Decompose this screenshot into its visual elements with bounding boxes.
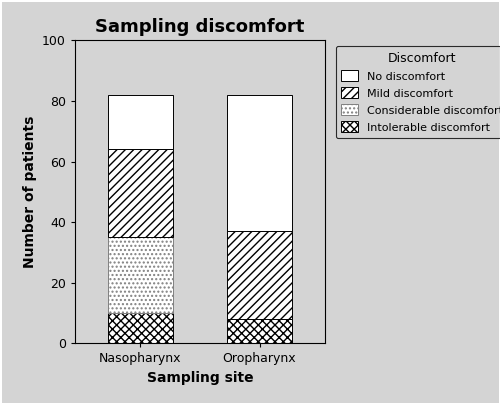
Bar bbox=[227, 95, 292, 231]
Bar bbox=[227, 231, 292, 319]
Bar bbox=[108, 237, 173, 313]
Legend: No discomfort, Mild discomfort, Considerable discomfort, Intolerable discomfort: No discomfort, Mild discomfort, Consider… bbox=[336, 46, 500, 138]
Bar bbox=[108, 313, 173, 343]
Bar bbox=[227, 319, 292, 343]
Bar bbox=[108, 95, 173, 149]
Title: Sampling discomfort: Sampling discomfort bbox=[96, 18, 304, 36]
Bar bbox=[108, 149, 173, 237]
Y-axis label: Number of patients: Number of patients bbox=[22, 116, 36, 268]
X-axis label: Sampling site: Sampling site bbox=[146, 371, 254, 385]
